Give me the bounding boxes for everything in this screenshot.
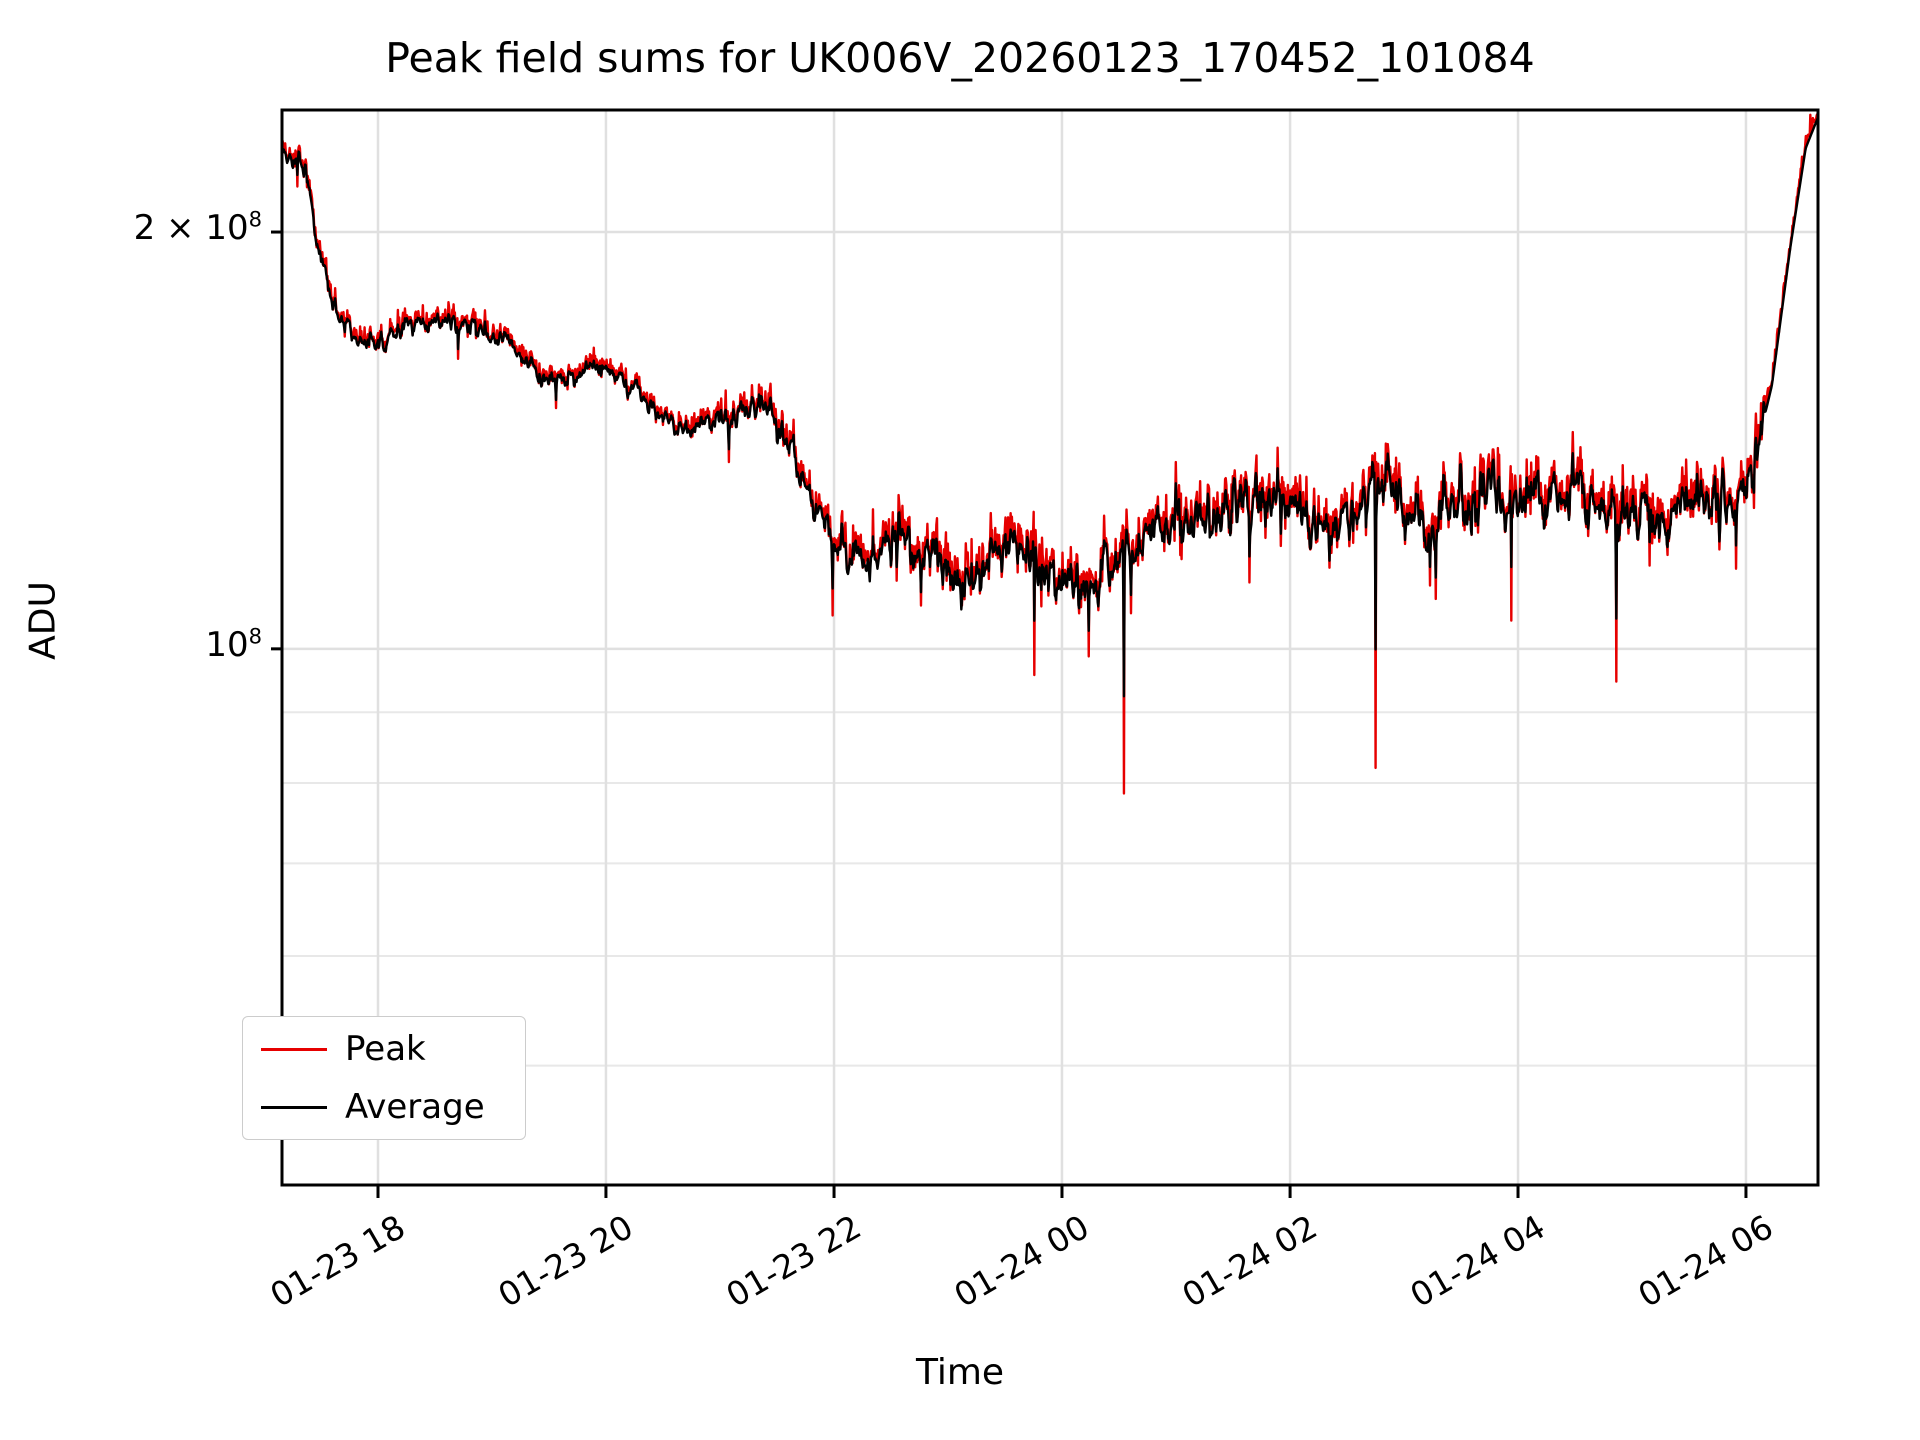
legend-label-peak: Peak [345, 1029, 426, 1069]
y-axis-label: ADU [22, 581, 64, 660]
x-axis-label: Time [915, 1352, 1005, 1393]
legend-label-average: Average [345, 1087, 485, 1127]
series-lines [282, 110, 1818, 795]
gridlines [282, 110, 1818, 1185]
axis-ticks [271, 230, 1748, 1198]
y-tick-label: 2 × 108 [133, 206, 262, 249]
legend-swatch-average [261, 1105, 327, 1109]
y-tick-label: 108 [205, 623, 262, 665]
legend[interactable]: Peak Average [242, 1016, 526, 1140]
legend-swatch-peak [261, 1047, 327, 1051]
page-title: Peak field sums for UK006V_20260123_1704… [385, 34, 1535, 82]
legend-item-average[interactable]: Average [243, 1079, 527, 1135]
legend-item-peak[interactable]: Peak [243, 1021, 527, 1077]
